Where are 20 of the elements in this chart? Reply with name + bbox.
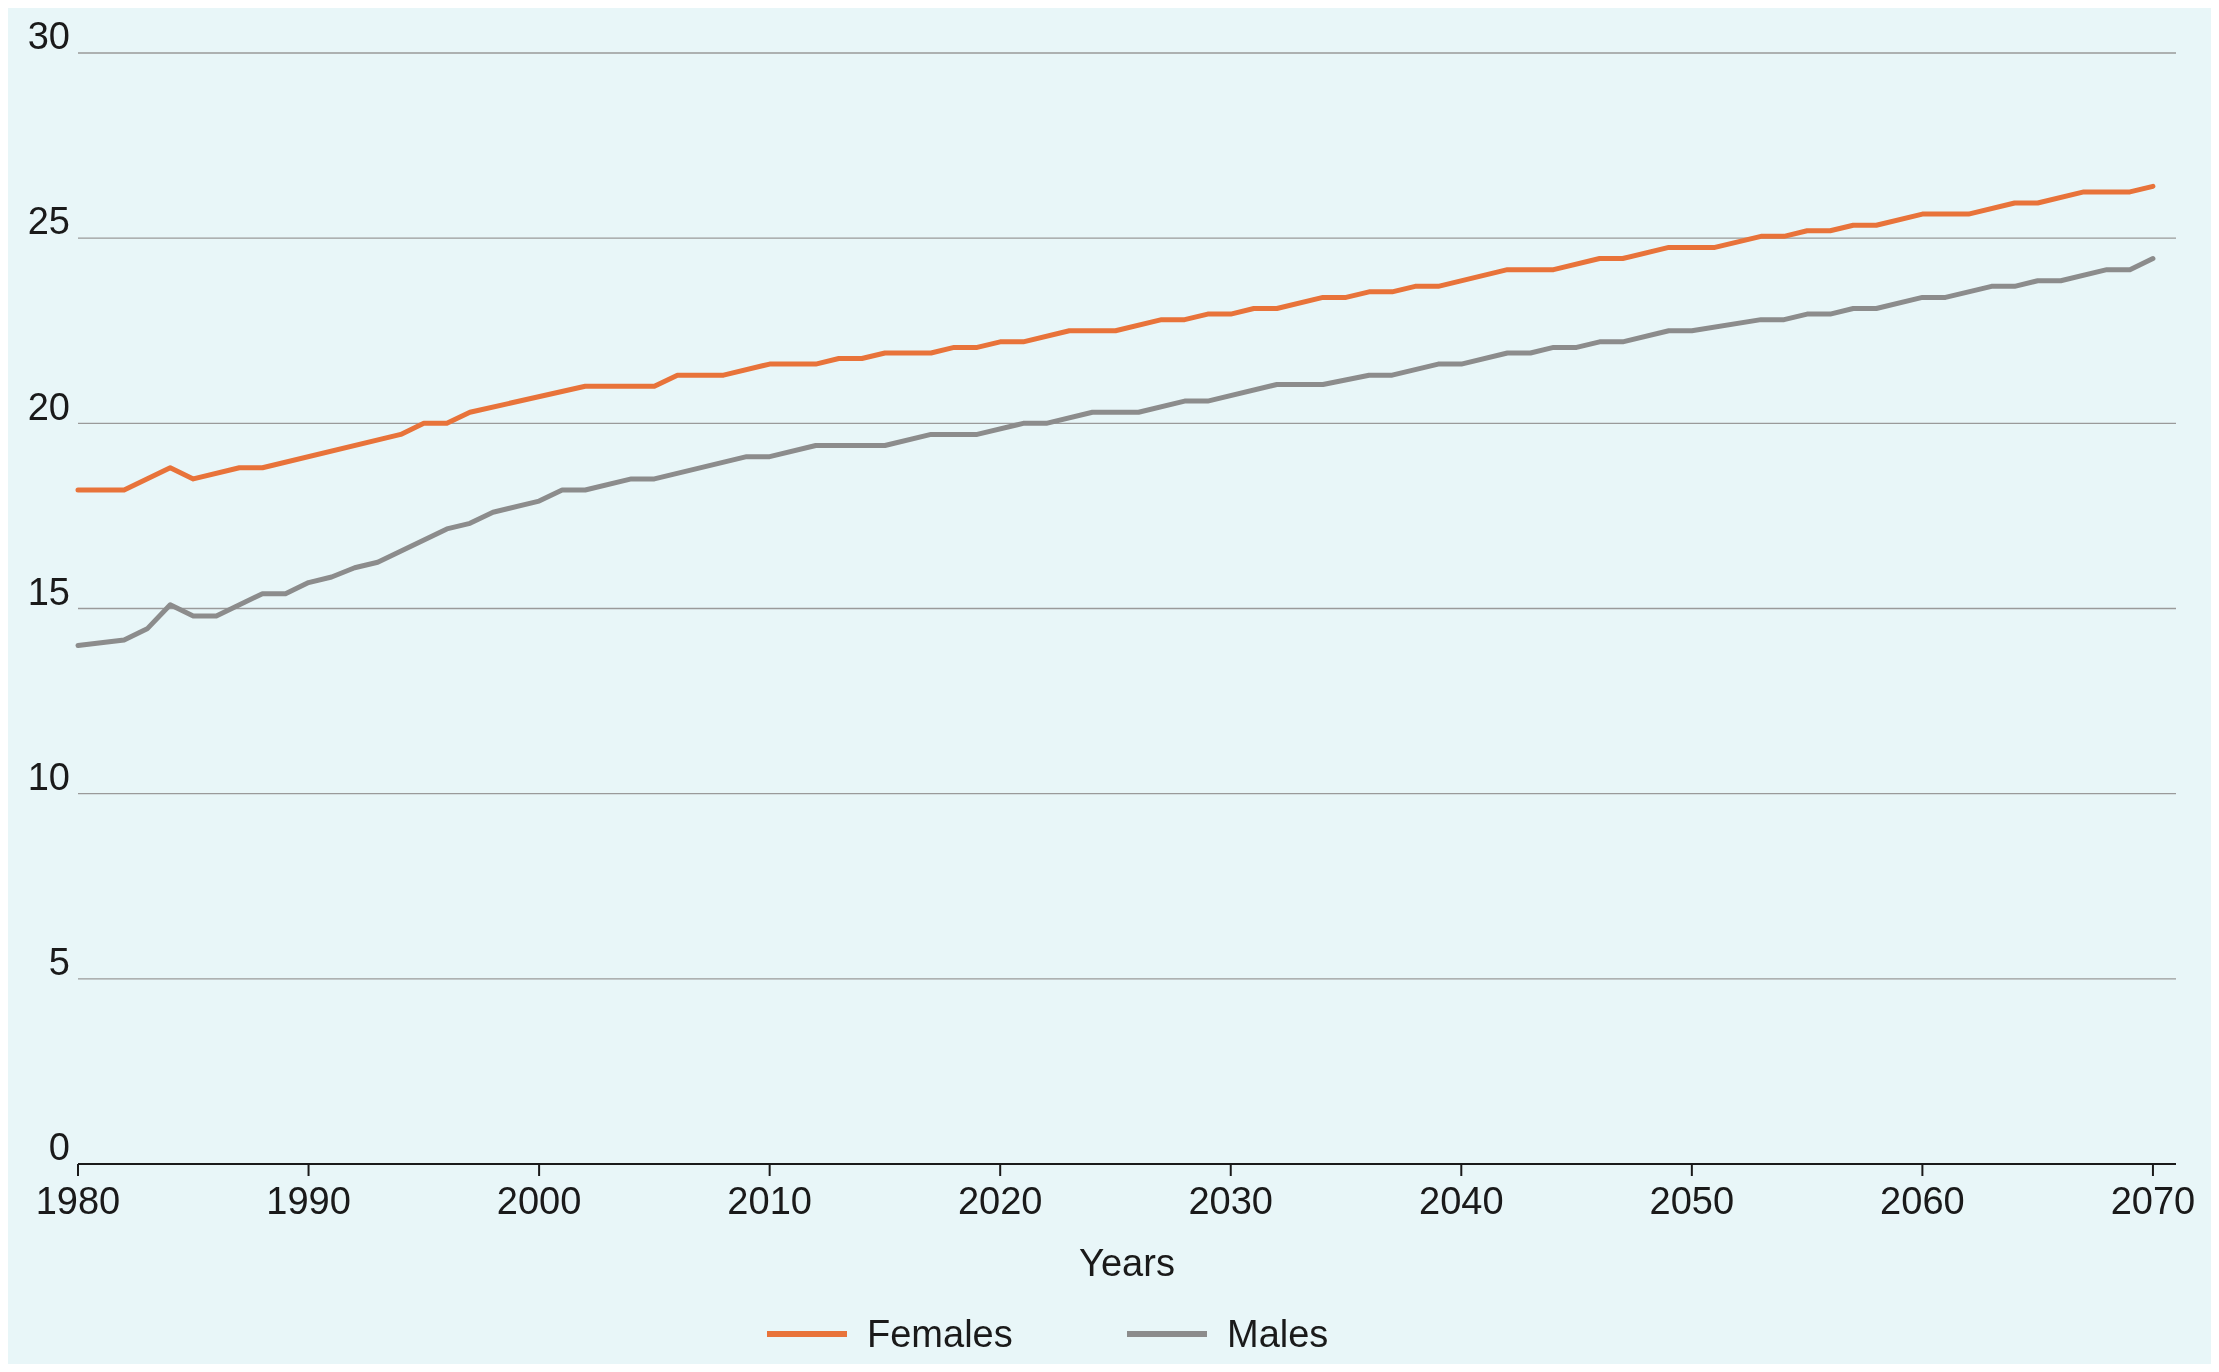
legend-label: Males bbox=[1227, 1313, 1329, 1356]
legend-label: Females bbox=[867, 1313, 1013, 1356]
y-tick-label: 15 bbox=[27, 570, 70, 613]
y-tick-label: 10 bbox=[27, 755, 70, 798]
x-tick-label: 2030 bbox=[1188, 1180, 1274, 1222]
x-tick-label: 2060 bbox=[1880, 1180, 1965, 1222]
x-tick-label: 2000 bbox=[496, 1180, 582, 1222]
x-tick-label: 2050 bbox=[1649, 1180, 1735, 1222]
y-tick-label: 30 bbox=[27, 15, 70, 58]
x-tick-label: 1980 bbox=[35, 1180, 121, 1222]
x-tick-label: 2020 bbox=[957, 1180, 1043, 1222]
x-tick-label: 2070 bbox=[2110, 1180, 2196, 1222]
y-tick-label: 5 bbox=[48, 941, 70, 984]
x-tick-label: 1990 bbox=[266, 1180, 351, 1222]
x-tick-label: 2040 bbox=[1419, 1180, 1504, 1222]
y-tick-label: 0 bbox=[48, 1126, 70, 1169]
x-tick-label: 2010 bbox=[727, 1180, 812, 1222]
y-tick-label: 25 bbox=[27, 200, 70, 243]
y-tick-label: 20 bbox=[27, 385, 70, 428]
x-axis-title: Years bbox=[1079, 1242, 1175, 1284]
